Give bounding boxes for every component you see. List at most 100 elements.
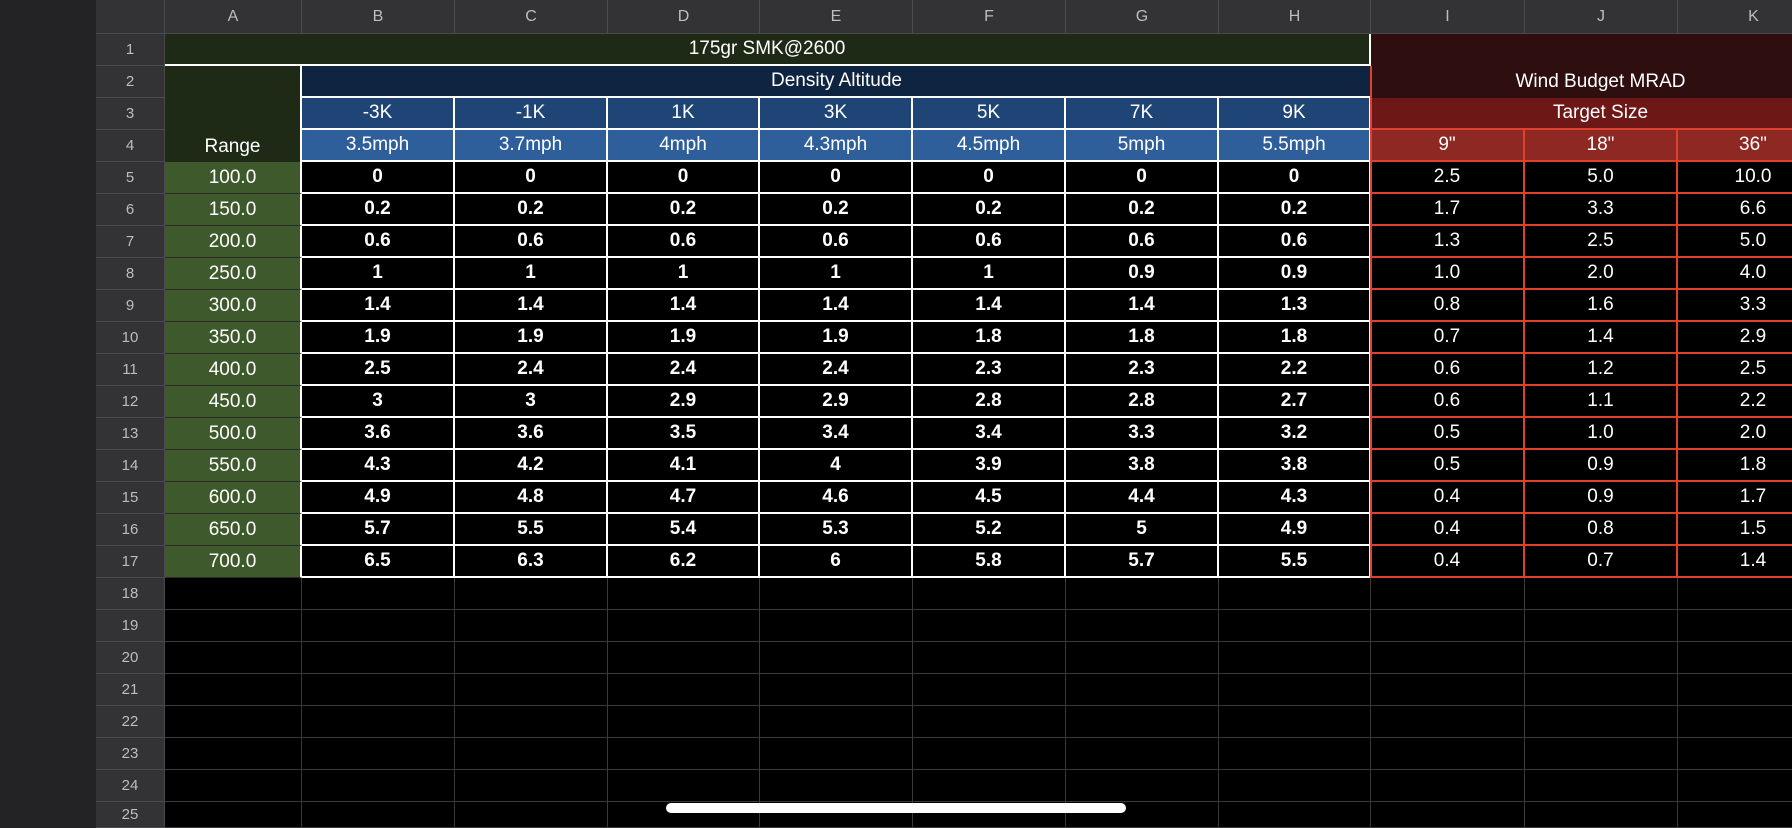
empty-cell[interactable]	[1678, 642, 1792, 674]
empty-cell[interactable]	[1371, 642, 1525, 674]
drop-cell[interactable]: 5.5	[1219, 546, 1371, 578]
drop-cell[interactable]: 1.4	[302, 290, 455, 322]
drop-cell[interactable]: 1.4	[913, 290, 1066, 322]
drop-cell[interactable]: 2.9	[608, 386, 760, 418]
empty-cell[interactable]	[1219, 770, 1371, 802]
row-header-1[interactable]: 1	[96, 34, 165, 66]
home-indicator[interactable]	[666, 803, 1126, 813]
empty-cell[interactable]	[1371, 674, 1525, 706]
empty-cell[interactable]	[1219, 578, 1371, 610]
empty-cell[interactable]	[1219, 610, 1371, 642]
column-header-h[interactable]: H	[1219, 0, 1371, 34]
drop-cell[interactable]: 2.3	[913, 354, 1066, 386]
wind-budget-cell[interactable]: 2.5	[1678, 354, 1792, 386]
column-header-g[interactable]: G	[1066, 0, 1219, 34]
drop-cell[interactable]: 4.3	[1219, 482, 1371, 514]
drop-cell[interactable]: 3.2	[1219, 418, 1371, 450]
drop-cell[interactable]: 6	[760, 546, 913, 578]
wind-budget-cell[interactable]: 5.0	[1525, 162, 1678, 194]
row-header-15[interactable]: 15	[96, 482, 165, 514]
empty-cell[interactable]	[1678, 610, 1792, 642]
altitude-header[interactable]: 5K	[913, 98, 1066, 130]
drop-cell[interactable]: 5.4	[608, 514, 760, 546]
empty-cell[interactable]	[302, 610, 455, 642]
empty-cell[interactable]	[1525, 802, 1678, 828]
drop-cell[interactable]: 5.2	[913, 514, 1066, 546]
row-header-12[interactable]: 12	[96, 386, 165, 418]
range-cell[interactable]: 500.0	[165, 418, 302, 450]
row-header-19[interactable]: 19	[96, 610, 165, 642]
empty-cell[interactable]	[608, 610, 760, 642]
row-header-2[interactable]: 2	[96, 66, 165, 98]
target-size-header[interactable]: Target Size	[1371, 98, 1792, 130]
target-size-cell[interactable]: 18"	[1525, 130, 1678, 162]
drop-cell[interactable]: 5.3	[760, 514, 913, 546]
target-size-cell[interactable]: 36"	[1678, 130, 1792, 162]
drop-cell[interactable]: 4.4	[1066, 482, 1219, 514]
row-header-22[interactable]: 22	[96, 706, 165, 738]
range-cell[interactable]: 450.0	[165, 386, 302, 418]
wind-budget-cell[interactable]: 1.6	[1525, 290, 1678, 322]
wind-budget-cell[interactable]: 1.8	[1678, 450, 1792, 482]
drop-cell[interactable]: 3.4	[913, 418, 1066, 450]
drop-cell[interactable]: 0.6	[455, 226, 608, 258]
drop-cell[interactable]: 2.4	[760, 354, 913, 386]
drop-cell[interactable]: 4.2	[455, 450, 608, 482]
altitude-header[interactable]: 1K	[608, 98, 760, 130]
wind-budget-cell[interactable]: 0.7	[1525, 546, 1678, 578]
range-cell[interactable]: 650.0	[165, 514, 302, 546]
empty-cell[interactable]	[760, 578, 913, 610]
empty-cell[interactable]	[455, 770, 608, 802]
empty-cell[interactable]	[760, 706, 913, 738]
empty-cell[interactable]	[913, 674, 1066, 706]
range-cell[interactable]: 700.0	[165, 546, 302, 578]
drop-cell[interactable]: 3.3	[1066, 418, 1219, 450]
empty-cell[interactable]	[1371, 802, 1525, 828]
drop-cell[interactable]: 1	[455, 258, 608, 290]
wind-speed-header[interactable]: 3.5mph	[302, 130, 455, 162]
drop-cell[interactable]: 0.6	[760, 226, 913, 258]
row-header-14[interactable]: 14	[96, 450, 165, 482]
empty-cell[interactable]	[165, 802, 302, 828]
wind-budget-cell[interactable]: 2.2	[1678, 386, 1792, 418]
empty-cell[interactable]	[1066, 610, 1219, 642]
sheet-title[interactable]: 175gr SMK@2600	[165, 34, 1371, 66]
drop-cell[interactable]: 3.9	[913, 450, 1066, 482]
empty-cell[interactable]	[165, 738, 302, 770]
empty-cell[interactable]	[302, 770, 455, 802]
wind-speed-header[interactable]: 4.3mph	[760, 130, 913, 162]
wind-budget-cell[interactable]: 3.3	[1678, 290, 1792, 322]
altitude-header[interactable]: 9K	[1219, 98, 1371, 130]
altitude-header[interactable]: -1K	[455, 98, 608, 130]
drop-cell[interactable]: 4.7	[608, 482, 760, 514]
drop-cell[interactable]: 0.2	[1066, 194, 1219, 226]
empty-cell[interactable]	[1219, 674, 1371, 706]
drop-cell[interactable]: 1.3	[1219, 290, 1371, 322]
range-cell[interactable]: 200.0	[165, 226, 302, 258]
empty-cell[interactable]	[1219, 642, 1371, 674]
wind-budget-cell[interactable]: 0.4	[1371, 546, 1525, 578]
drop-cell[interactable]: 4.9	[302, 482, 455, 514]
drop-cell[interactable]: 2.2	[1219, 354, 1371, 386]
range-cell[interactable]: 400.0	[165, 354, 302, 386]
drop-cell[interactable]: 1.9	[608, 322, 760, 354]
wind-budget-cell[interactable]: 0.5	[1371, 450, 1525, 482]
empty-cell[interactable]	[165, 706, 302, 738]
wind-speed-header[interactable]: 4mph	[608, 130, 760, 162]
drop-cell[interactable]: 0.2	[760, 194, 913, 226]
drop-cell[interactable]: 1.4	[455, 290, 608, 322]
wind-budget-cell[interactable]: 4.0	[1678, 258, 1792, 290]
empty-cell[interactable]	[165, 578, 302, 610]
drop-cell[interactable]: 4.8	[455, 482, 608, 514]
altitude-header[interactable]: 7K	[1066, 98, 1219, 130]
drop-cell[interactable]: 0	[1066, 162, 1219, 194]
drop-cell[interactable]: 0	[608, 162, 760, 194]
empty-cell[interactable]	[1066, 738, 1219, 770]
wind-budget-cell[interactable]: 1.7	[1678, 482, 1792, 514]
drop-cell[interactable]: 2.4	[608, 354, 760, 386]
empty-cell[interactable]	[1525, 706, 1678, 738]
row-header-10[interactable]: 10	[96, 322, 165, 354]
drop-cell[interactable]: 0.6	[1219, 226, 1371, 258]
empty-cell[interactable]	[165, 770, 302, 802]
drop-cell[interactable]: 3.5	[608, 418, 760, 450]
